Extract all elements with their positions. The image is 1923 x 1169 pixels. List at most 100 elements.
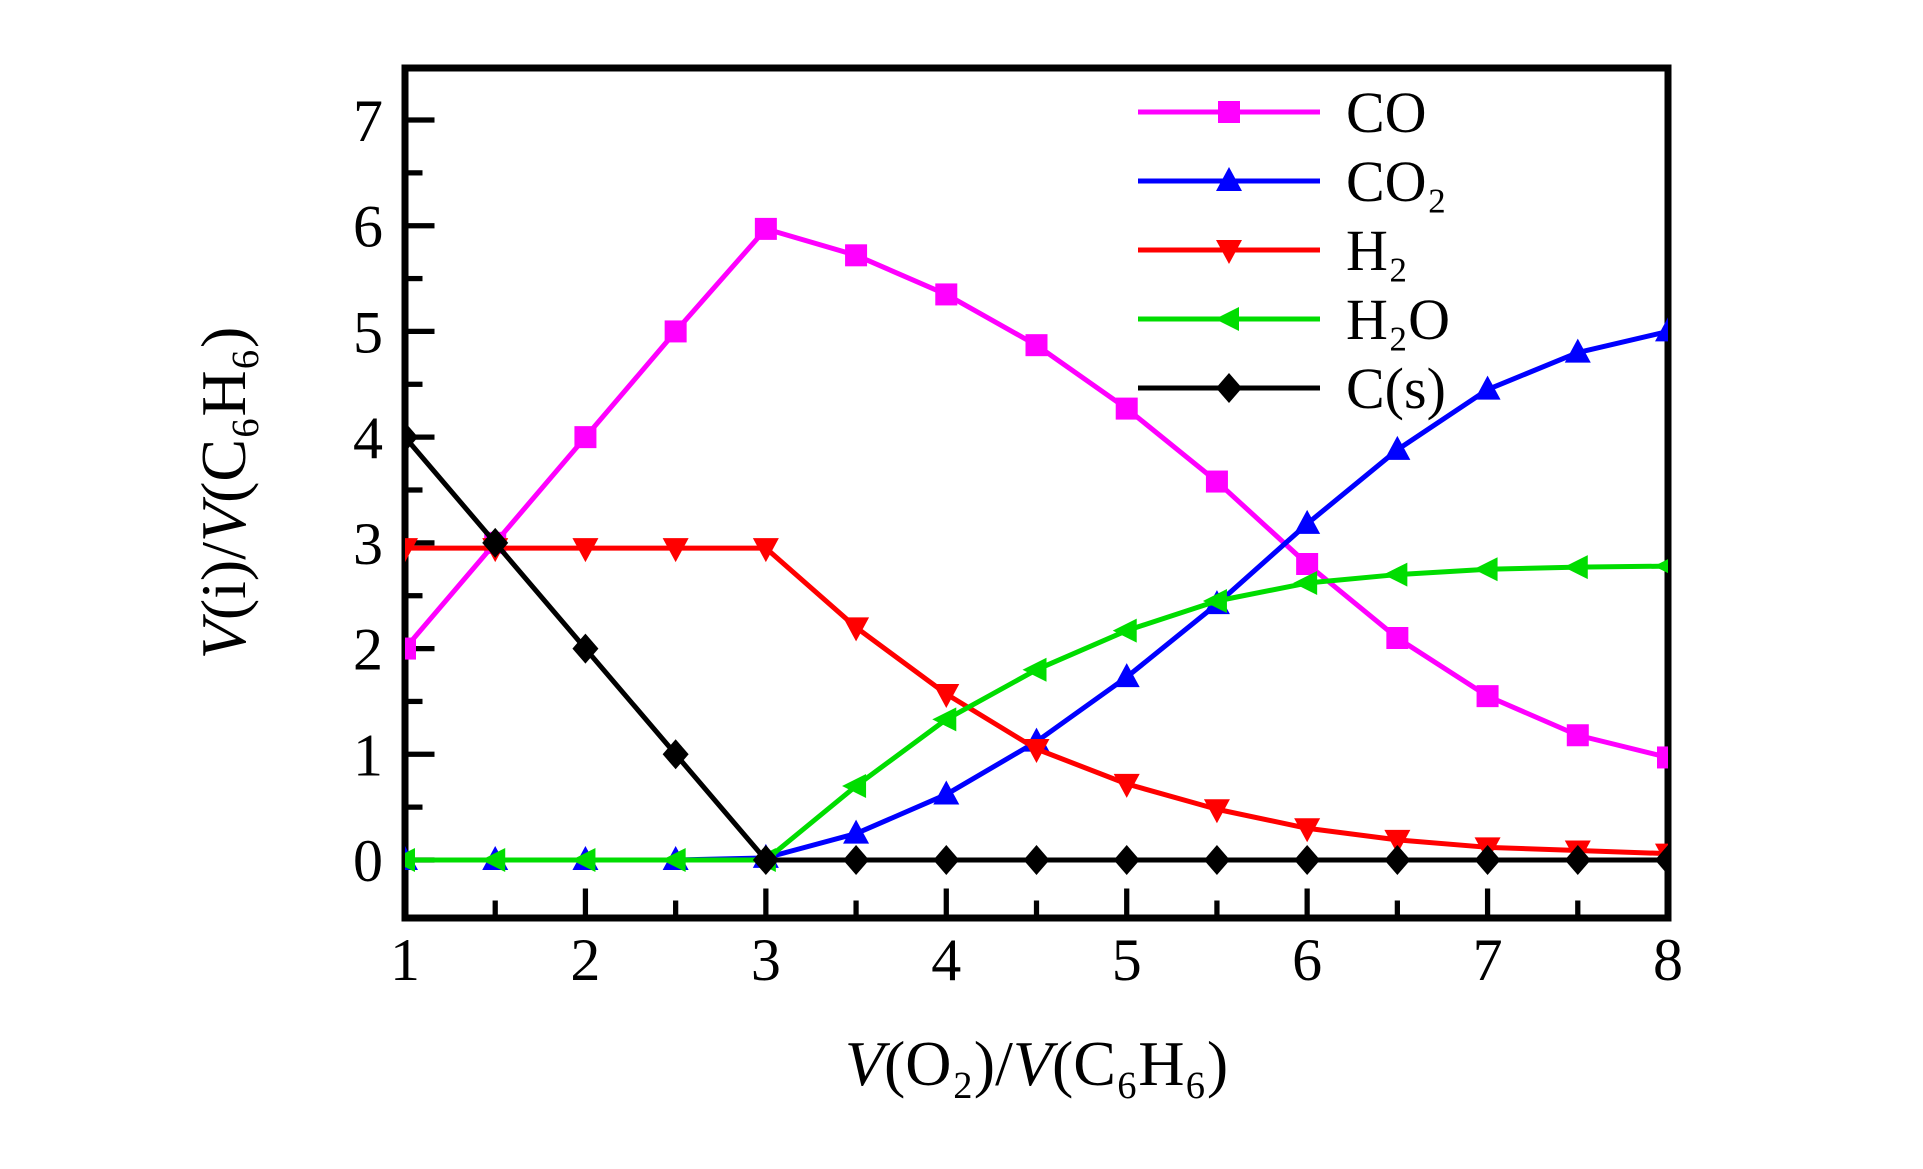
x-tick-labels: 1 2 3 4 5 6 7 8 <box>390 927 1683 993</box>
series-marker <box>574 426 597 449</box>
series-marker <box>1296 553 1319 575</box>
series-marker <box>1294 818 1321 843</box>
series-marker <box>662 739 689 770</box>
series-marker <box>405 538 418 563</box>
legend-label: H₂ <box>1346 218 1408 283</box>
series-marker <box>1293 571 1318 596</box>
series-marker <box>843 845 870 875</box>
series-marker <box>1294 509 1321 534</box>
y-tick-labels: 0 1 2 3 4 5 6 7 <box>353 88 383 894</box>
series-marker <box>405 422 418 453</box>
y-axis-label: V(i)/V(C₆H₆) <box>188 327 259 660</box>
series-H₂ <box>405 538 1668 868</box>
y-tick-label: 2 <box>353 617 383 683</box>
y-tick-label: 4 <box>353 405 383 471</box>
series-marker <box>1566 724 1589 747</box>
series-marker <box>1202 589 1227 613</box>
series-marker <box>935 283 958 306</box>
series-marker <box>1564 845 1591 875</box>
series-marker <box>1564 338 1591 363</box>
y-tick-label: 6 <box>353 194 383 260</box>
series-marker <box>1563 555 1588 580</box>
series-marker <box>1113 773 1140 798</box>
legend-marker <box>1218 101 1240 123</box>
series-marker <box>572 633 599 664</box>
legend-label: C(s) <box>1346 356 1446 421</box>
x-tick-label: 5 <box>1112 927 1142 993</box>
series-marker <box>661 848 686 872</box>
x-tick-label: 3 <box>751 927 781 993</box>
series-layer <box>405 217 1668 875</box>
series-marker <box>571 848 596 872</box>
y-tick-label: 1 <box>353 722 383 788</box>
series-marker <box>1474 375 1501 400</box>
x-axis-label: V(O₂)/V(C₆H₆) <box>845 1028 1228 1099</box>
series-marker <box>1025 334 1048 357</box>
series-marker <box>572 538 599 563</box>
series-marker <box>1203 799 1230 824</box>
series-marker <box>752 538 779 563</box>
series-marker <box>1473 557 1498 582</box>
series-marker <box>1476 685 1499 708</box>
series-marker <box>664 320 687 343</box>
series-marker <box>1655 845 1668 875</box>
series-marker <box>1383 562 1408 587</box>
series-C(s) <box>405 422 1668 875</box>
series-marker <box>933 684 960 709</box>
legend-label: CO₂ <box>1346 149 1447 214</box>
x-tick-label: 1 <box>390 927 420 993</box>
series-marker <box>1022 657 1047 682</box>
series-marker <box>482 527 509 558</box>
series-marker <box>405 637 416 660</box>
series-marker <box>1115 397 1138 420</box>
legend-marker <box>1216 167 1242 191</box>
legend-label: CO <box>1346 80 1427 145</box>
series-marker <box>481 848 506 872</box>
y-tick-label: 5 <box>353 299 383 365</box>
legend-item-H₂: H₂ <box>1138 218 1408 283</box>
legend-item-CO₂: CO₂ <box>1138 149 1447 214</box>
legend-marker <box>1216 373 1242 403</box>
series-CO <box>405 217 1668 769</box>
series-marker <box>843 819 870 844</box>
x-tick-label: 6 <box>1292 927 1322 993</box>
series-marker <box>1113 845 1140 875</box>
axis-ticks <box>402 117 1671 915</box>
y-tick-label: 0 <box>353 828 383 894</box>
x-tick-label: 4 <box>931 927 961 993</box>
series-marker <box>1294 845 1321 875</box>
series-marker <box>1023 739 1050 763</box>
legend-marker <box>1215 307 1239 331</box>
series-marker <box>1384 435 1411 460</box>
series-marker <box>1655 317 1668 342</box>
series-marker <box>1203 845 1230 875</box>
x-tick-label: 2 <box>570 927 600 993</box>
series-marker <box>1205 470 1228 493</box>
series-marker <box>662 538 689 563</box>
legend-marker <box>1216 240 1242 264</box>
y-tick-label: 7 <box>353 88 383 154</box>
series-marker <box>1474 845 1501 875</box>
series-marker <box>752 845 779 875</box>
series-marker <box>405 848 415 872</box>
series-marker <box>842 774 867 798</box>
series-marker <box>845 244 868 267</box>
series-marker <box>1023 845 1050 875</box>
series-marker <box>932 707 957 732</box>
legend-item-C(s): C(s) <box>1138 356 1446 421</box>
legend-item-H₂O: H₂O <box>1138 287 1450 352</box>
series-marker <box>1654 559 1668 574</box>
x-tick-label: 8 <box>1653 927 1683 993</box>
series-marker <box>1386 627 1409 649</box>
series-marker <box>754 217 777 240</box>
x-tick-label: 7 <box>1473 927 1503 993</box>
series-marker <box>1113 663 1140 688</box>
series-marker <box>1112 618 1137 643</box>
legend-label: H₂O <box>1346 287 1450 352</box>
axis-box <box>401 64 1672 922</box>
series-marker <box>843 617 870 642</box>
